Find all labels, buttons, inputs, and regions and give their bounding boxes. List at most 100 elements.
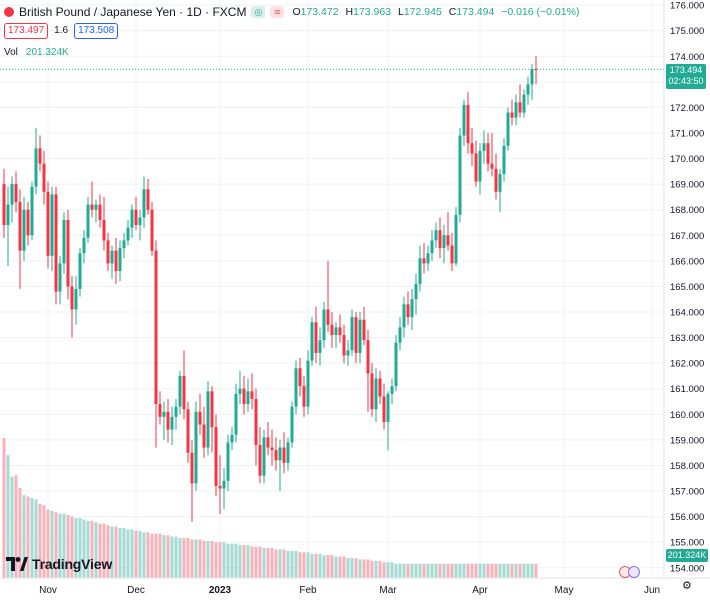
candle-body bbox=[246, 391, 250, 405]
volume-legend: Vol 201.324K bbox=[4, 45, 579, 61]
volume-bar bbox=[454, 563, 458, 578]
candle-body bbox=[258, 445, 262, 476]
candle-body bbox=[58, 263, 62, 292]
candle-body bbox=[174, 406, 178, 417]
volume-bar bbox=[442, 563, 446, 578]
volume-bar bbox=[254, 546, 258, 578]
volume-bar bbox=[486, 563, 490, 578]
candle-body bbox=[394, 342, 398, 387]
candle-body bbox=[230, 434, 234, 443]
candle-body bbox=[530, 69, 534, 85]
candle-body bbox=[262, 437, 266, 476]
candle-body bbox=[254, 398, 258, 446]
price-tick-label: 162.000 bbox=[670, 359, 704, 370]
open-value: 173.472 bbox=[300, 6, 339, 18]
volume-bar bbox=[138, 530, 142, 578]
price-tick-label: 155.000 bbox=[670, 538, 704, 549]
volume-bar bbox=[106, 525, 110, 578]
time-tick-label: Dec bbox=[127, 585, 145, 596]
candle-body bbox=[98, 204, 102, 220]
candle-body bbox=[326, 309, 330, 325]
volume-bar bbox=[534, 563, 538, 578]
candle-body bbox=[94, 204, 98, 210]
candle-body bbox=[238, 388, 242, 394]
volume-bar bbox=[286, 550, 290, 578]
candle-body bbox=[478, 150, 482, 182]
volume-bar bbox=[42, 505, 46, 578]
volume-bar bbox=[494, 563, 498, 578]
volume-bar bbox=[258, 546, 262, 578]
candle-body bbox=[178, 375, 182, 407]
volume-bar bbox=[474, 563, 478, 578]
candle-body bbox=[490, 163, 494, 169]
candle-body bbox=[198, 411, 202, 425]
brand-name: TradingView bbox=[32, 556, 113, 572]
candle-body bbox=[430, 240, 434, 254]
candle-body bbox=[462, 104, 466, 136]
candle-body bbox=[294, 368, 298, 407]
symbol-title[interactable]: British Pound / Japanese Yen · 1D · FXCM bbox=[19, 5, 247, 19]
volume-bar bbox=[430, 563, 434, 578]
volume-bar bbox=[194, 539, 198, 578]
compare-icon[interactable]: ≋ bbox=[270, 6, 285, 18]
buy-button[interactable]: 173.508 bbox=[74, 23, 119, 39]
candle-body bbox=[250, 391, 254, 399]
candle-body bbox=[222, 480, 226, 489]
volume-bar bbox=[66, 515, 70, 578]
volume-bar bbox=[382, 562, 386, 578]
price-tick-label: 174.000 bbox=[670, 52, 704, 63]
volume-bar bbox=[210, 540, 214, 578]
time-axis: Nov Dec 2023 Feb Mar Apr May Jun bbox=[39, 585, 660, 596]
volume-bar bbox=[498, 563, 502, 578]
candle-body bbox=[106, 240, 110, 264]
candle-body bbox=[70, 286, 74, 310]
volume-bar bbox=[162, 535, 166, 578]
volume-bar bbox=[6, 455, 10, 578]
volume-bar bbox=[150, 533, 154, 578]
volume-bar bbox=[302, 552, 306, 578]
candle-body bbox=[182, 375, 186, 410]
chart-settings-icon[interactable]: ◎ bbox=[251, 6, 266, 18]
candle-body bbox=[214, 427, 218, 486]
volume-bar bbox=[178, 538, 182, 578]
candle-body bbox=[270, 447, 274, 451]
candle-body bbox=[266, 437, 270, 448]
candle-body bbox=[414, 283, 418, 300]
volume-bar bbox=[402, 563, 406, 578]
candle-body bbox=[410, 299, 414, 318]
candle-body bbox=[42, 163, 46, 192]
candle-body bbox=[14, 184, 18, 203]
candle-body bbox=[134, 209, 138, 226]
volume-bar bbox=[222, 542, 226, 578]
candle-body bbox=[534, 69, 538, 71]
candle-body bbox=[142, 189, 146, 218]
volume-bars bbox=[2, 438, 538, 578]
earnings-marker-icon[interactable] bbox=[628, 566, 640, 578]
volume-bar bbox=[490, 563, 494, 578]
volume-bar bbox=[298, 552, 302, 578]
sell-button[interactable]: 173.497 bbox=[4, 23, 49, 39]
event-markers[interactable] bbox=[619, 566, 640, 578]
volume-bar bbox=[166, 535, 170, 578]
price-tick-label: 160.000 bbox=[670, 410, 704, 421]
gear-icon[interactable]: ⚙ bbox=[682, 580, 692, 592]
candle-body bbox=[242, 388, 246, 405]
candle-body bbox=[350, 317, 354, 351]
close-value: 173.494 bbox=[456, 6, 495, 18]
candle-body bbox=[150, 209, 154, 251]
volume-bar bbox=[466, 563, 470, 578]
candle-body bbox=[506, 112, 510, 146]
volume-bar bbox=[366, 559, 370, 578]
candle-body bbox=[442, 235, 446, 249]
candle-body bbox=[526, 84, 530, 95]
change-value: −0.016 (−0.01%) bbox=[501, 6, 580, 18]
candle-body bbox=[122, 240, 126, 249]
price-tick-label: 161.000 bbox=[670, 384, 704, 395]
volume-bar bbox=[270, 548, 274, 578]
candle-body bbox=[334, 327, 338, 336]
volume-bar bbox=[158, 533, 162, 578]
candle-body bbox=[458, 135, 462, 215]
tradingview-logo[interactable]: TradingView bbox=[6, 556, 112, 572]
candle-body bbox=[50, 194, 54, 256]
